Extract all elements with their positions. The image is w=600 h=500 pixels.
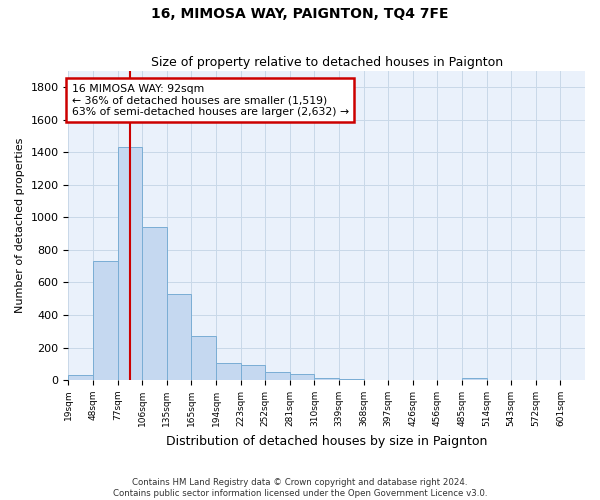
Bar: [191, 336, 216, 380]
Bar: [241, 366, 265, 380]
Bar: [93, 261, 118, 380]
Bar: [265, 372, 290, 380]
Y-axis label: Number of detached properties: Number of detached properties: [15, 138, 25, 313]
Bar: [216, 363, 241, 380]
Bar: [68, 375, 93, 380]
Bar: [290, 374, 314, 380]
Text: Contains HM Land Registry data © Crown copyright and database right 2024.
Contai: Contains HM Land Registry data © Crown c…: [113, 478, 487, 498]
Title: Size of property relative to detached houses in Paignton: Size of property relative to detached ho…: [151, 56, 503, 70]
X-axis label: Distribution of detached houses by size in Paignton: Distribution of detached houses by size …: [166, 434, 487, 448]
Bar: [142, 227, 167, 380]
Bar: [462, 378, 487, 380]
Bar: [314, 378, 339, 380]
Bar: [167, 294, 191, 380]
Bar: [118, 147, 142, 380]
Text: 16, MIMOSA WAY, PAIGNTON, TQ4 7FE: 16, MIMOSA WAY, PAIGNTON, TQ4 7FE: [151, 8, 449, 22]
Text: 16 MIMOSA WAY: 92sqm
← 36% of detached houses are smaller (1,519)
63% of semi-de: 16 MIMOSA WAY: 92sqm ← 36% of detached h…: [72, 84, 349, 117]
